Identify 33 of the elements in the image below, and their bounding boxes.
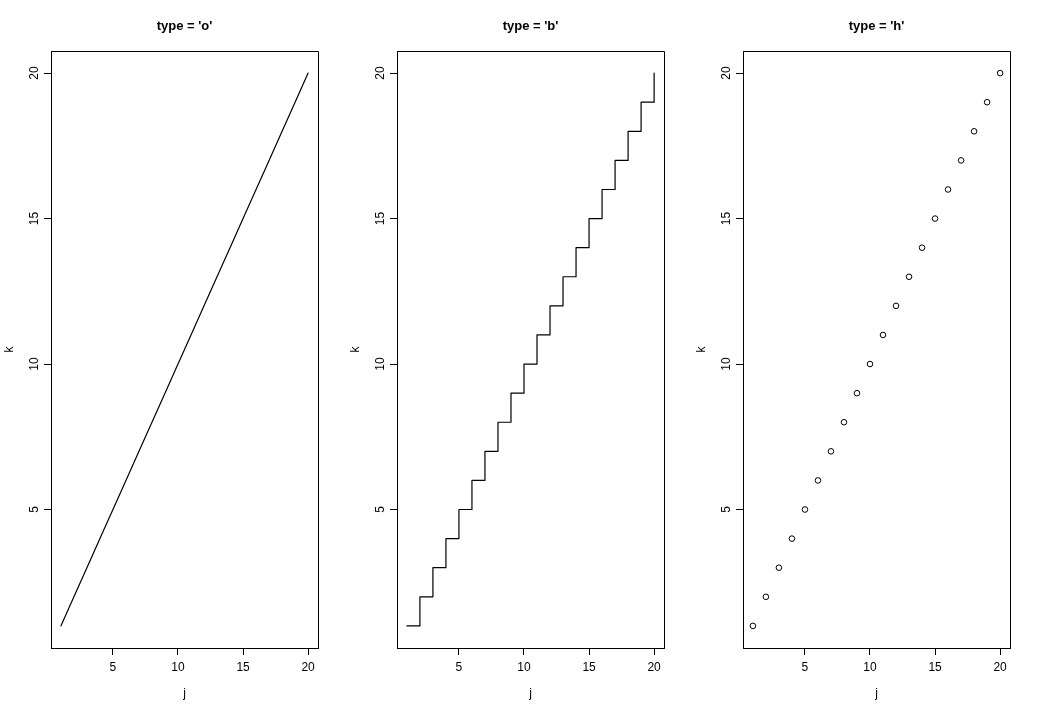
x-tick-label: 20 [301, 659, 316, 674]
y-axis-title: k [693, 345, 708, 353]
x-tick-label: 5 [801, 659, 809, 674]
x-axis-title: j [182, 686, 186, 701]
chart-title: type = 'o' [156, 17, 213, 33]
x-tick-label: 5 [455, 659, 463, 674]
x-tick-label: 15 [928, 659, 943, 674]
y-tick-label: 5 [27, 505, 42, 513]
x-tick-label: 10 [517, 659, 531, 674]
y-tick-label: 5 [719, 505, 734, 513]
x-tick-label: 15 [236, 659, 251, 674]
y-tick-label: 15 [373, 211, 388, 226]
x-tick-label: 10 [863, 659, 877, 674]
x-axis-title: j [528, 686, 532, 701]
y-tick-label: 20 [719, 66, 734, 80]
x-tick-label: 20 [647, 659, 662, 674]
y-axis-title: k [347, 345, 362, 353]
x-axis-title: j [874, 686, 878, 701]
y-axis-title: k [1, 345, 16, 353]
chart-title: type = 'b' [502, 17, 559, 33]
x-tick-label: 5 [109, 659, 117, 674]
y-tick-label: 15 [27, 211, 42, 226]
x-tick-label: 15 [582, 659, 597, 674]
chart-title: type = 'h' [848, 17, 905, 33]
y-tick-label: 5 [373, 505, 388, 513]
y-tick-label: 15 [719, 211, 734, 226]
x-tick-label: 20 [993, 659, 1008, 674]
y-tick-label: 10 [719, 357, 734, 371]
y-tick-label: 20 [373, 66, 388, 80]
x-tick-label: 10 [171, 659, 185, 674]
y-tick-label: 10 [373, 357, 388, 371]
y-tick-label: 20 [27, 66, 42, 80]
y-tick-label: 10 [27, 357, 42, 371]
